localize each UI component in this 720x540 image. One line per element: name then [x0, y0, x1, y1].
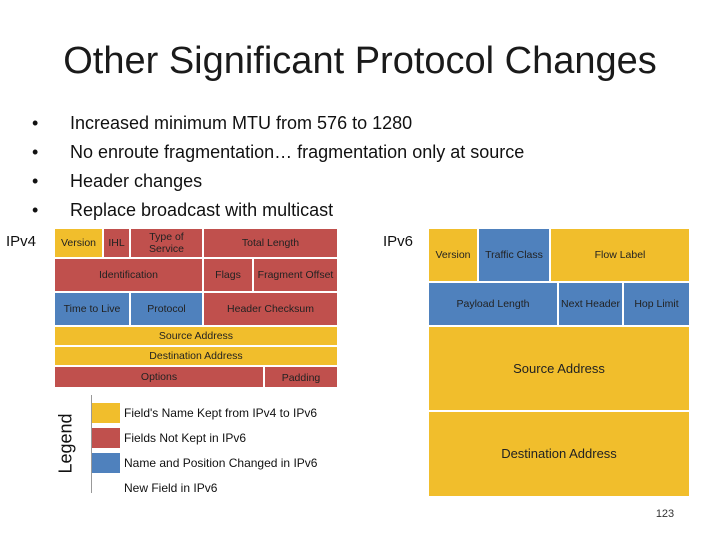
page-number: 123 [655, 508, 675, 520]
slide-title: Other Significant Protocol Changes [63, 40, 657, 82]
ipv4-identification-field: Identification [54, 258, 203, 292]
ipv6-next-header-field: Next Header [558, 282, 623, 326]
ipv4-version-field: Version [54, 228, 103, 258]
legend-item-removed: Fields Not Kept in IPv6 [124, 431, 247, 445]
ipv6-payload-length-field: Payload Length [428, 282, 558, 326]
ipv4-time-to-live-field: Time to Live [54, 292, 130, 326]
legend-title: Legend [55, 412, 76, 474]
legend-item-kept: Field's Name Kept from IPv4 to IPv6 [124, 406, 318, 420]
ipv4-fragment-offset-field: Fragment Offset [253, 258, 338, 292]
bullet-item: Header changes [32, 167, 524, 196]
ipv6-flow-label-field: Flow Label [550, 228, 690, 282]
ipv4-source-address-field: Source Address [54, 326, 338, 346]
ipv4-header-checksum-field: Header Checksum [203, 292, 338, 326]
legend-swatch-removed [92, 428, 120, 448]
legend-item-changed: Name and Position Changed in IPv6 [124, 456, 318, 470]
legend-item-new: New Field in IPv6 [124, 481, 218, 495]
ipv6-destination-address-field: Destination Address [428, 411, 690, 497]
bullet-item: No enroute fragmentation… fragmentation … [32, 138, 524, 167]
ipv4-destination-address-field: Destination Address [54, 346, 338, 366]
ipv4-options-field: Options [54, 366, 264, 388]
ipv6-traffic-class-field: Traffic Class [478, 228, 550, 282]
ipv4-type-of-service-field: Type of Service [130, 228, 203, 258]
ipv4-ihl-field: IHL [103, 228, 130, 258]
ipv6-hop-limit-field: Hop Limit [623, 282, 690, 326]
legend-swatch-kept [92, 403, 120, 423]
ipv4-total-length-field: Total Length [203, 228, 338, 258]
bullet-item: Replace broadcast with multicast [32, 196, 524, 225]
bullet-list: Increased minimum MTU from 576 to 1280 N… [32, 109, 524, 225]
legend-divider [91, 395, 92, 493]
ipv4-label: IPv4 [6, 233, 37, 250]
ipv4-padding-field: Padding [264, 366, 338, 388]
ipv6-source-address-field: Source Address [428, 326, 690, 411]
ipv6-version-field: Version [428, 228, 478, 282]
ipv6-label: IPv6 [383, 233, 414, 250]
ipv4-flags-field: Flags [203, 258, 253, 292]
legend-swatch-changed [92, 453, 120, 473]
ipv4-protocol-field: Protocol [130, 292, 203, 326]
bullet-item: Increased minimum MTU from 576 to 1280 [32, 109, 524, 138]
